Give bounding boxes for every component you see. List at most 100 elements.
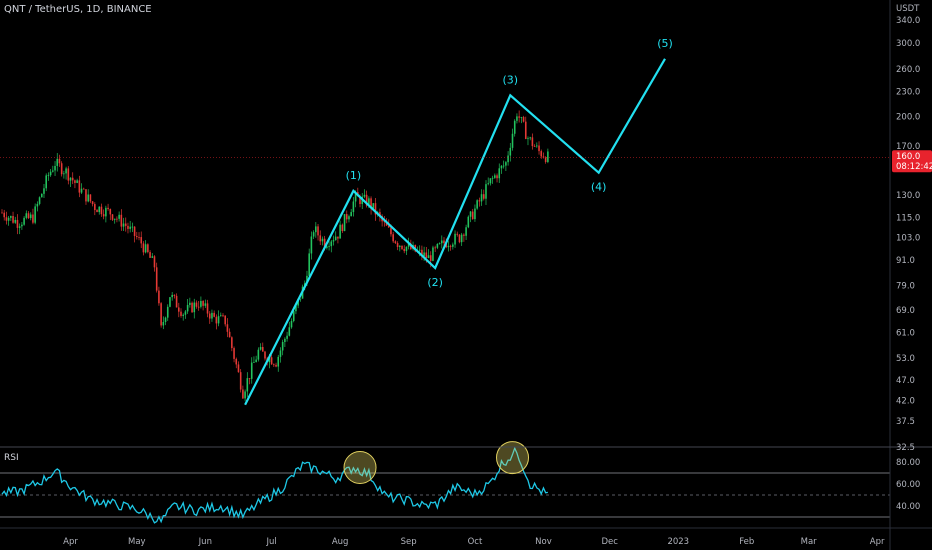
candle-body (250, 362, 253, 379)
candle-body (273, 364, 275, 366)
candle-body (213, 312, 215, 317)
candle-body (226, 324, 229, 332)
candle-body (96, 210, 98, 213)
candle-body (277, 356, 280, 367)
candle-body (54, 165, 56, 171)
candle-body (231, 337, 233, 349)
candle-body (43, 188, 45, 194)
candle-body (175, 295, 178, 308)
candle-body (158, 290, 160, 304)
price-tick-label: 32.5 (896, 443, 915, 453)
candle-body (286, 335, 288, 339)
candle-body (489, 178, 492, 184)
candle-body (173, 294, 176, 296)
candle-body (233, 348, 235, 359)
price-tick-label: 53.0 (896, 354, 915, 364)
price-tick-label: 61.0 (896, 329, 915, 339)
candle-body (429, 255, 432, 261)
candle-body (315, 226, 317, 233)
candle-body (352, 201, 355, 213)
candle-body (454, 233, 456, 245)
date-tick-label: Feb (739, 537, 754, 547)
candle-body (531, 137, 534, 147)
candle-body (144, 244, 147, 253)
candle-body (261, 347, 264, 352)
candle-body (197, 306, 200, 308)
candle-body (191, 302, 193, 313)
candle-body (476, 200, 478, 209)
candle-body (518, 116, 520, 118)
candle-body (268, 357, 271, 363)
candle-body (480, 194, 483, 202)
candle-body (118, 214, 120, 219)
candle-body (87, 194, 89, 202)
candle-body (321, 238, 324, 242)
candle-body (124, 223, 127, 226)
candle-body (469, 211, 472, 217)
candle-body (18, 226, 21, 228)
candle-body (500, 165, 503, 169)
candle-body (310, 236, 313, 254)
candle-body (140, 237, 143, 244)
candle-body (127, 225, 129, 229)
candle-body (418, 249, 421, 251)
candle-body (78, 180, 81, 193)
candle-body (202, 301, 204, 306)
candle-body (85, 189, 87, 202)
candle-body (206, 303, 209, 314)
candle-body (491, 177, 494, 179)
candle-body (25, 213, 28, 218)
date-tick-label: Sep (401, 537, 417, 547)
price-tick-label: 42.0 (896, 396, 915, 406)
candle-body (306, 275, 308, 284)
candle-body (513, 120, 516, 134)
candle-body (438, 243, 441, 245)
candle-body (259, 347, 262, 350)
candle-body (98, 206, 101, 213)
candle-body (27, 213, 30, 219)
candle-body (219, 315, 222, 317)
rsi-highlight-circle (343, 451, 377, 484)
candle-body (330, 241, 333, 247)
candle-body (193, 302, 196, 313)
candle-body (208, 313, 211, 319)
candle-body (345, 214, 348, 220)
candle-body (529, 137, 531, 139)
candle-body (467, 216, 470, 228)
candle-body (166, 306, 169, 318)
candle-body (204, 303, 207, 306)
rsi-pane (0, 441, 890, 524)
candle-body (436, 243, 439, 248)
candle-body (502, 165, 505, 167)
candle-body (341, 224, 344, 232)
price-tick-label: 91.0 (896, 256, 915, 266)
candle-body (138, 237, 140, 238)
candle-body (509, 147, 512, 156)
candle-body (142, 243, 145, 253)
rsi-tick-label: 40.00 (896, 502, 920, 512)
candle-body (522, 117, 525, 122)
price-tick-label: 260.0 (896, 65, 920, 75)
candle-body (443, 240, 445, 244)
candle-body (494, 175, 496, 178)
rsi-highlight-circle (496, 441, 530, 475)
candle-body (308, 253, 310, 276)
candle-body (1, 212, 3, 214)
candle-body (107, 207, 109, 209)
candle-body (257, 349, 260, 360)
candle-body (482, 194, 485, 199)
candle-body (281, 341, 284, 351)
candle-body (401, 245, 403, 249)
candle-body (248, 378, 251, 379)
candle-body (456, 233, 459, 235)
price-tick-label: 37.5 (896, 417, 915, 427)
candle-body (80, 188, 83, 193)
candle-body (253, 362, 255, 363)
candle-body (527, 138, 529, 140)
candle-body (21, 224, 23, 227)
candle-body (394, 241, 397, 244)
chart-title: QNT / TetherUS, 1D, BINANCE (4, 4, 152, 15)
candle-body (36, 203, 39, 207)
candle-body (246, 378, 249, 392)
